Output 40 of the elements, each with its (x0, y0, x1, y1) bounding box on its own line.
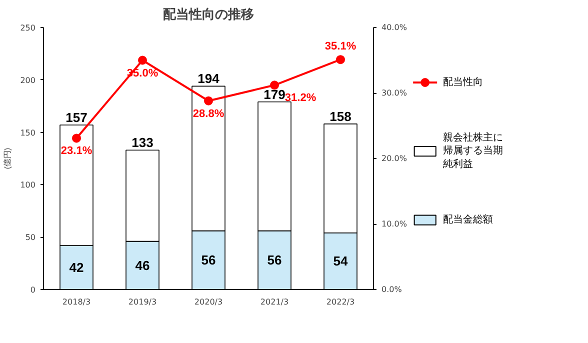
y-tick-label: 200 (20, 76, 36, 85)
legend-label: 親会社株主に帰属する当期純利益 (443, 132, 504, 170)
x-tick-label: 2019/3 (128, 298, 157, 306)
point (336, 55, 345, 64)
x-tick-label: 2021/3 (260, 298, 289, 306)
total-label: 133 (132, 135, 154, 150)
point (138, 56, 147, 65)
data-label: 28.8% (192, 108, 224, 120)
data-label: 35.1% (324, 40, 356, 53)
y2-tick-label: 0.0% (382, 285, 402, 294)
y-axis-title: (億円) (3, 148, 12, 170)
data-label: 23.1% (60, 145, 92, 158)
y2-tick-label: 20.0% (382, 154, 408, 163)
x-tick-label: 2018/3 (62, 298, 91, 306)
y2-tick-label: 30.0% (382, 88, 408, 98)
y-tick-label: 100 (20, 180, 36, 190)
total-label: 157 (66, 110, 88, 125)
data-label: 56 (267, 252, 282, 268)
y-tick-label: 50 (25, 233, 36, 242)
y-tick-label: 150 (20, 128, 36, 138)
point (72, 134, 81, 143)
data-label: 46 (135, 258, 150, 273)
legend-label: 配当性向 (443, 76, 484, 88)
data-label: 31.2% (284, 92, 316, 104)
x-tick-label: 2022/3 (326, 298, 355, 306)
y-tick-label: 250 (20, 24, 36, 32)
data-label: 42 (69, 260, 84, 275)
total-label: 158 (330, 108, 352, 124)
data-label: 56 (201, 252, 216, 268)
y-tick-label: 0 (30, 286, 36, 294)
chart-title: 配当性向の推移 (163, 8, 254, 22)
x-tick-label: 2020/3 (194, 298, 223, 306)
point (204, 96, 213, 106)
point (270, 80, 279, 90)
total-label: 179 (264, 86, 286, 102)
legend-label: 配当金総額 (443, 214, 494, 226)
y2-tick-label: 10.0% (382, 220, 408, 228)
total-label: 194 (198, 71, 220, 86)
data-label: 54 (333, 254, 348, 269)
y2-tick-label: 40.0% (382, 23, 408, 32)
